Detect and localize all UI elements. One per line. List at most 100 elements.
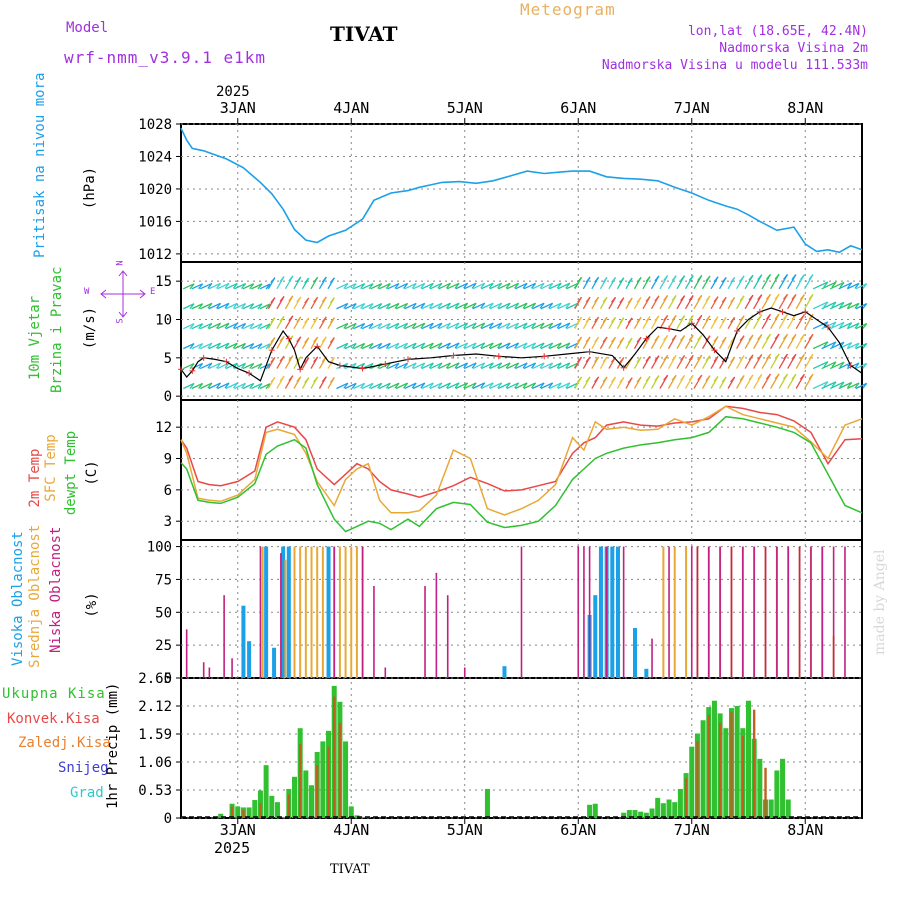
wind-barb xyxy=(602,316,608,323)
wind-barb xyxy=(234,302,246,310)
wind-barb xyxy=(782,293,788,300)
wind-barb xyxy=(429,322,443,330)
wind-barb xyxy=(514,302,528,310)
wind-barb xyxy=(765,333,771,340)
wind-barb xyxy=(296,376,302,383)
rain-total-bar xyxy=(700,720,706,818)
wind-barb xyxy=(304,317,310,324)
wind-barb xyxy=(463,342,477,350)
wind-barb xyxy=(217,342,230,350)
wind-barb xyxy=(395,322,408,330)
wind-barb xyxy=(385,283,391,289)
low-cloud-bar xyxy=(231,658,233,678)
wind-barb xyxy=(862,303,868,310)
wind-barb xyxy=(270,317,276,323)
wind-barb xyxy=(799,353,805,360)
y-tick-label: 6 xyxy=(164,483,172,499)
y-tick-label: 10 xyxy=(155,313,172,329)
wind-barb xyxy=(514,382,528,390)
wind-barb xyxy=(225,342,238,350)
wind-barb xyxy=(360,343,366,349)
wind-barb xyxy=(207,382,213,389)
wind-barb xyxy=(721,336,727,343)
wind-barb xyxy=(368,343,374,349)
wind-barb xyxy=(505,342,511,349)
wind-barb xyxy=(823,361,829,368)
wind-barb xyxy=(232,382,238,389)
rain-conv-bar xyxy=(259,803,262,818)
wind-barb xyxy=(463,342,469,349)
day-label-top: 3JAN xyxy=(220,99,256,117)
wind-barb xyxy=(225,282,238,290)
wind-barb xyxy=(838,342,852,350)
y-tick-label: 1012 xyxy=(138,247,172,263)
wind-barb xyxy=(232,362,238,369)
rain-total-bar xyxy=(677,788,683,818)
wind-barb xyxy=(697,274,703,281)
wind-barb xyxy=(602,356,608,363)
low-cloud-bar xyxy=(435,572,438,678)
wind-barb xyxy=(565,322,571,329)
wind-barb xyxy=(799,294,805,301)
wind-barb xyxy=(344,342,357,350)
wind-barb xyxy=(251,303,263,310)
wind-barb xyxy=(360,323,366,329)
wind-barb xyxy=(351,303,357,309)
high-cloud-bar xyxy=(610,546,615,678)
altitude-label: Nadmorska Visina 2m xyxy=(719,41,868,56)
compass-n: N xyxy=(115,260,126,266)
wind-barb xyxy=(488,322,494,329)
wind-barb xyxy=(189,363,195,369)
wind-barb xyxy=(610,376,617,383)
wind-barb xyxy=(378,362,391,370)
wind-barb xyxy=(854,382,860,389)
wind-barb xyxy=(445,362,451,369)
wind-barb xyxy=(216,282,222,289)
wind-barb xyxy=(182,283,195,290)
wind-barb xyxy=(839,321,845,328)
wind-barb xyxy=(557,382,571,390)
day-label-top: 8JAN xyxy=(787,99,823,117)
wind-barb xyxy=(241,283,247,290)
wind-barb xyxy=(232,322,238,329)
wind-barb xyxy=(808,333,814,340)
rain-total-bar xyxy=(757,758,763,818)
wind-barb xyxy=(232,302,238,309)
mid-cloud-bar xyxy=(338,546,341,678)
wind-barb xyxy=(360,283,366,290)
wind-barb xyxy=(748,294,754,301)
wind-barb xyxy=(688,354,694,361)
wind-barb xyxy=(421,362,434,370)
wind-barb xyxy=(532,322,545,330)
wind-barb xyxy=(420,342,426,349)
wind-barb xyxy=(404,302,417,310)
wind-barb xyxy=(532,342,545,350)
wind-barb xyxy=(489,322,502,330)
pressure-line xyxy=(180,127,863,254)
wind-barb xyxy=(279,375,285,382)
wind-barb xyxy=(705,295,711,302)
rain-conv-bar xyxy=(298,744,302,818)
wind-barb xyxy=(224,342,230,349)
wind-barb xyxy=(336,322,349,330)
wind-barb xyxy=(730,296,736,303)
wind-barb xyxy=(680,335,686,341)
wind-barb xyxy=(480,302,486,309)
pressure-unit: (hPa) xyxy=(82,166,98,210)
wind-barb xyxy=(403,342,409,349)
wind-barb xyxy=(344,283,357,290)
wind-barb xyxy=(411,362,417,369)
wind-barb xyxy=(489,362,502,370)
wind-barb xyxy=(506,382,519,390)
wind-barb xyxy=(353,382,365,390)
day-label-bottom: 5JAN xyxy=(447,821,483,839)
wind-barb xyxy=(438,342,451,350)
wind-barb xyxy=(313,336,319,343)
wind-barb xyxy=(445,322,451,329)
wind-barb xyxy=(514,282,528,290)
wind-barb xyxy=(411,322,417,329)
day-label-top: 6JAN xyxy=(560,99,596,117)
wind-barb xyxy=(821,341,837,350)
wind-barb xyxy=(296,336,302,343)
wind-barb xyxy=(514,382,520,389)
